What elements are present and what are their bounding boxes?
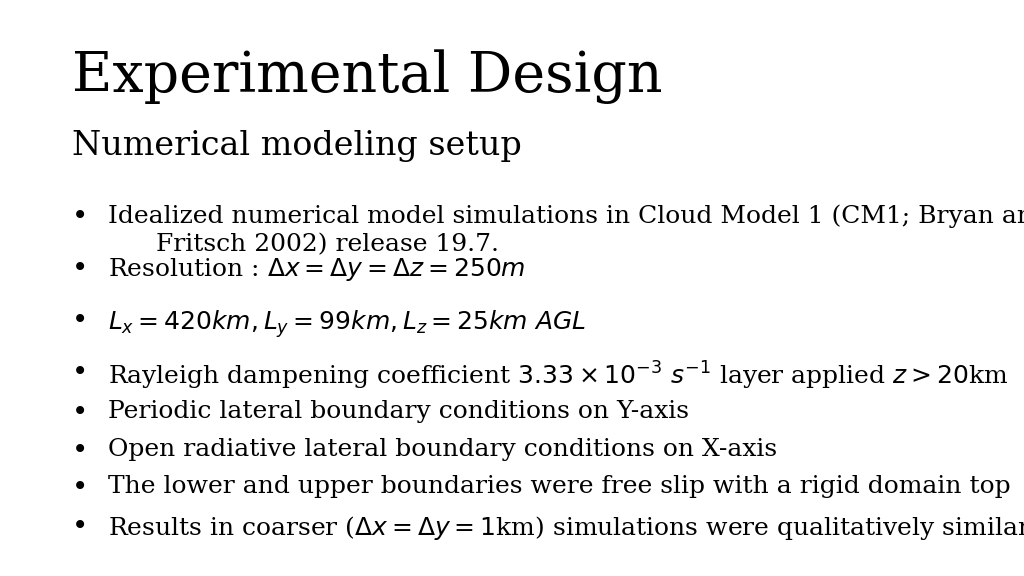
Text: •: •	[72, 438, 88, 465]
Text: •: •	[72, 475, 88, 502]
Text: Results in coarser ($\Delta x = \Delta y = 1$km) simulations were qualitatively : Results in coarser ($\Delta x = \Delta y…	[108, 514, 1024, 542]
Text: Experimental Design: Experimental Design	[72, 49, 663, 104]
Text: Resolution : $\Delta x = \Delta y = \Delta z = 250m$: Resolution : $\Delta x = \Delta y = \Del…	[108, 256, 525, 283]
Text: •: •	[72, 308, 88, 335]
Text: Rayleigh dampening coefficient $3.33 \times 10^{-3}\ s^{-1}$ layer applied $z > : Rayleigh dampening coefficient $3.33 \ti…	[108, 360, 1008, 392]
Text: •: •	[72, 256, 88, 283]
Text: Periodic lateral boundary conditions on Y-axis: Periodic lateral boundary conditions on …	[108, 400, 688, 423]
Text: •: •	[72, 360, 88, 387]
Text: Idealized numerical model simulations in Cloud Model 1 (CM1; Bryan and
      Fri: Idealized numerical model simulations in…	[108, 204, 1024, 256]
Text: •: •	[72, 204, 88, 232]
Text: •: •	[72, 514, 88, 541]
Text: Open radiative lateral boundary conditions on X-axis: Open radiative lateral boundary conditio…	[108, 438, 776, 461]
Text: $L_x = 420km, L_y = 99km, L_z = 25km\ AGL$: $L_x = 420km, L_y = 99km, L_z = 25km\ AG…	[108, 308, 586, 340]
Text: The lower and upper boundaries were free slip with a rigid domain top: The lower and upper boundaries were free…	[108, 475, 1010, 498]
Text: Numerical modeling setup: Numerical modeling setup	[72, 130, 521, 162]
Text: •: •	[72, 400, 88, 427]
